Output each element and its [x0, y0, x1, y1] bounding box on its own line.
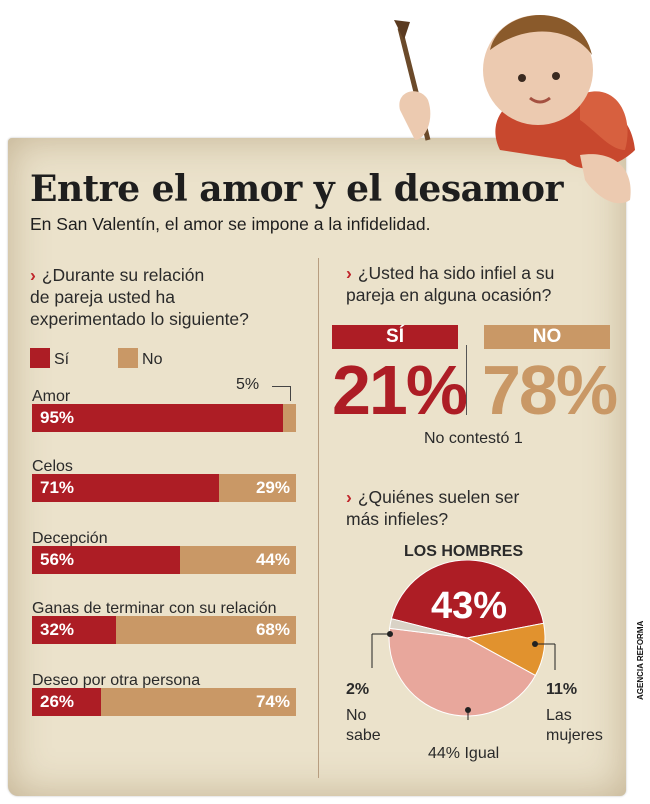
no-contesto-note: No contestó 1	[424, 430, 523, 447]
bar-segment-no	[282, 404, 296, 432]
si-header: SÍ	[332, 325, 458, 349]
stacked-bar: 26% 74%	[32, 688, 296, 716]
value-divider	[466, 345, 467, 415]
bar-segment-si: 26%	[32, 688, 101, 716]
bar-value-si: 56%	[40, 550, 75, 569]
mujeres-value: 11%	[546, 681, 578, 698]
legend-label-si: Sí	[54, 351, 70, 368]
nosabe-text-1: No	[346, 707, 367, 724]
bar-segment-no: 44%	[179, 546, 296, 574]
no-percentage: 78%	[482, 351, 618, 429]
bar-value-no: 29%	[255, 478, 290, 497]
hombres-label: LOS HOMBRES	[404, 543, 524, 560]
pie-label-hombres: 43%	[431, 585, 507, 627]
bar-value-no: 68%	[255, 620, 290, 639]
arrow-icon: ›	[346, 487, 352, 507]
left-question-line-3: experimentado lo siguiente?	[30, 309, 249, 329]
arrow-icon: ›	[30, 265, 36, 285]
page-title: Entre el amor y el desamor	[30, 168, 564, 210]
pie-chart: 43%	[371, 560, 556, 720]
right-question-2-line-2: más infieles?	[346, 509, 449, 529]
pie-dot-nosabe	[387, 631, 393, 637]
right-question-2: › ¿Quiénes suelen ser más infieles?	[346, 486, 519, 530]
cupid-illustration	[394, 15, 635, 204]
left-question-line-2: de pareja usted ha	[30, 287, 175, 307]
bar-category-label: Celos	[32, 458, 73, 475]
page-subtitle: En San Valentín, el amor se impone a la …	[30, 214, 431, 234]
legend-swatch-no	[118, 348, 139, 368]
si-percentage: 21%	[332, 351, 468, 429]
legend-label-no: No	[142, 351, 163, 368]
annotation-leader-line	[272, 386, 291, 401]
pie-dot-igual	[465, 707, 471, 713]
bar-segment-si: 56%	[32, 546, 180, 574]
right-question-2-line-1: ¿Quiénes suelen ser	[357, 487, 520, 507]
bar-category-label: Ganas de terminar con su relación	[32, 600, 277, 617]
source-credit: AGENCIA REFORMA	[636, 620, 645, 700]
bar-value-si: 95%	[40, 408, 75, 427]
bar-category-label: Deseo por otra persona	[32, 672, 201, 689]
stacked-bar: 95%	[32, 404, 296, 432]
left-question-line-1: ¿Durante su relación	[41, 265, 205, 285]
pie-slice-hombres	[390, 560, 545, 639]
stacked-bar: 71% 29%	[32, 474, 296, 502]
bar-segment-no: 74%	[100, 688, 296, 716]
bar-value-si: 32%	[40, 620, 75, 639]
stacked-bar: 56% 44%	[32, 546, 296, 574]
nosabe-text-2: sabe	[346, 727, 381, 744]
column-divider	[318, 258, 319, 778]
pie-slice-nosabe	[389, 618, 468, 639]
bar-segment-si: 32%	[32, 616, 117, 644]
arrow-icon: ›	[346, 263, 352, 283]
no-header: NO	[484, 325, 610, 349]
bar-segment-si: 95%	[32, 404, 283, 432]
mujeres-text-1: Las	[546, 707, 572, 724]
left-question: › ¿Durante su relación de pareja usted ha…	[30, 264, 249, 330]
annotation-5pct: 5%	[236, 376, 260, 393]
bar-value-no: 44%	[255, 550, 290, 569]
bar-segment-si: 71%	[32, 474, 220, 502]
bar-category-label: Decepción	[32, 530, 108, 547]
right-question-line-1: ¿Usted ha sido infiel a su	[357, 263, 555, 283]
legend-swatch-si	[30, 348, 50, 368]
right-question-line-2: pareja en alguna ocasión?	[346, 285, 552, 305]
pie-dot-mujeres	[532, 641, 538, 647]
nosabe-value: 2%	[346, 681, 370, 698]
legend: Sí No	[30, 348, 162, 369]
bar-category-label: Amor	[32, 388, 71, 405]
mujeres-label: 11% Las mujeres	[546, 680, 603, 746]
bar-value-si: 26%	[40, 692, 75, 711]
stacked-bar: 32% 68%	[32, 616, 296, 644]
nosabe-label: 2% No sabe	[346, 680, 381, 746]
bar-segment-no: 29%	[219, 474, 296, 502]
right-question: › ¿Usted ha sido infiel a su pareja en al…	[346, 262, 554, 306]
pie-slice-igual	[388, 627, 537, 717]
bar-segment-no: 68%	[116, 616, 296, 644]
igual-label: 44% Igual	[428, 745, 500, 762]
mujeres-text-2: mujeres	[546, 727, 603, 744]
bar-value-si: 71%	[40, 478, 75, 497]
bar-value-no: 74%	[255, 692, 290, 711]
